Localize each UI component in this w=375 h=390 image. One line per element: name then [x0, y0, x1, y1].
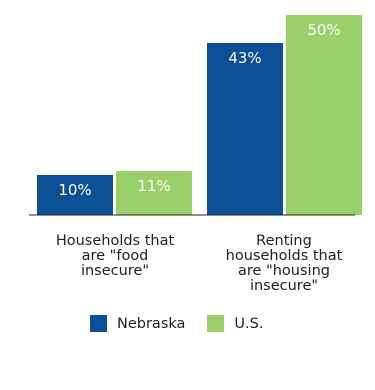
data-label-us-0: 11%: [137, 177, 170, 195]
bar-nebraska-0: [37, 175, 113, 215]
legend-swatch-nebraska: [90, 315, 107, 332]
data-label-nebraska-1: 43%: [228, 49, 261, 67]
data-label-us-1: 50%: [307, 21, 340, 39]
legend-swatch-us: [207, 315, 225, 332]
legend-item-us: U.S.: [207, 315, 263, 332]
bar-us-0: [116, 171, 192, 215]
category-label-housing-insecure: Renting households that are "housing ins…: [225, 233, 343, 294]
legend-label-us: U.S.: [234, 315, 264, 332]
bar-us-1: [286, 15, 362, 215]
legend-item-nebraska: Nebraska: [90, 315, 185, 332]
legend: Nebraska U.S.: [90, 315, 285, 332]
data-label-nebraska-0: 10%: [58, 181, 91, 199]
legend-label-nebraska: Nebraska: [117, 315, 186, 332]
bar-nebraska-1: [207, 43, 283, 215]
category-label-food-insecure: Households that are "food insecure": [55, 233, 175, 279]
